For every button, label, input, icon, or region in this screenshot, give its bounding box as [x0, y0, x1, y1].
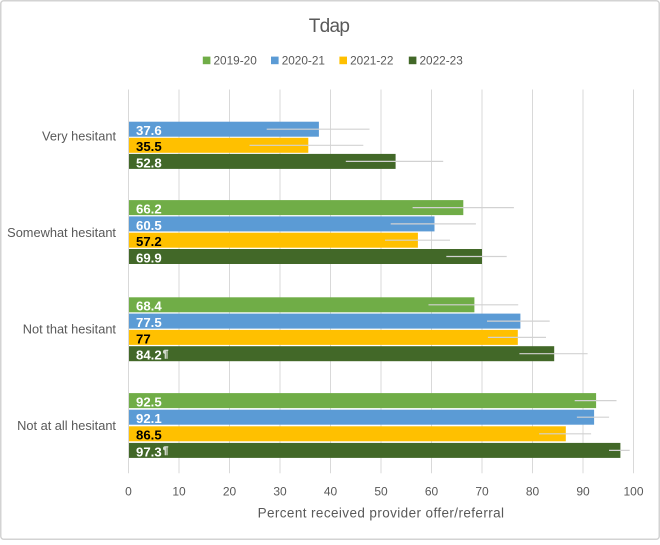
svg-text:10: 10: [172, 485, 186, 499]
svg-text:35.5: 35.5: [136, 139, 162, 154]
svg-text:60.5: 60.5: [136, 218, 162, 233]
svg-text:86.5: 86.5: [136, 428, 162, 443]
svg-text:Tdap: Tdap: [309, 16, 350, 37]
svg-text:77: 77: [136, 331, 151, 346]
svg-text:2022-23: 2022-23: [420, 54, 464, 68]
svg-text:97.3: 97.3: [136, 444, 162, 459]
svg-text:57.2: 57.2: [136, 234, 162, 249]
svg-text:20: 20: [223, 485, 237, 499]
svg-text:2021-22: 2021-22: [350, 54, 393, 68]
svg-text:69.9: 69.9: [136, 250, 162, 265]
svg-text:60: 60: [425, 485, 439, 499]
svg-text:¶: ¶: [163, 349, 169, 360]
svg-text:37.6: 37.6: [136, 123, 162, 138]
svg-text:77.5: 77.5: [136, 315, 162, 330]
svg-text:Not at all hesitant: Not at all hesitant: [17, 418, 116, 433]
svg-text:92.1: 92.1: [136, 411, 162, 426]
svg-text:84.2: 84.2: [136, 348, 162, 363]
svg-text:90: 90: [576, 485, 590, 499]
svg-text:Percent received provider offe: Percent received provider offer/referral: [258, 505, 505, 520]
svg-text:30: 30: [273, 485, 287, 499]
svg-text:92.5: 92.5: [136, 395, 162, 410]
svg-text:68.4: 68.4: [136, 299, 162, 314]
svg-text:Very hesitant: Very hesitant: [42, 128, 116, 143]
svg-text:0: 0: [125, 485, 132, 499]
svg-text:Somewhat hesitant: Somewhat hesitant: [7, 225, 116, 240]
svg-text:80: 80: [526, 485, 540, 499]
svg-text:Not that hesitant: Not that hesitant: [23, 321, 117, 336]
svg-text:2019-20: 2019-20: [214, 54, 258, 68]
svg-text:¶: ¶: [163, 446, 169, 457]
svg-text:100: 100: [623, 485, 643, 499]
svg-text:2020-21: 2020-21: [282, 54, 325, 68]
svg-text:66.2: 66.2: [136, 202, 162, 217]
svg-text:52.8: 52.8: [136, 155, 162, 170]
svg-text:50: 50: [374, 485, 388, 499]
svg-text:70: 70: [475, 485, 489, 499]
svg-text:40: 40: [324, 485, 338, 499]
